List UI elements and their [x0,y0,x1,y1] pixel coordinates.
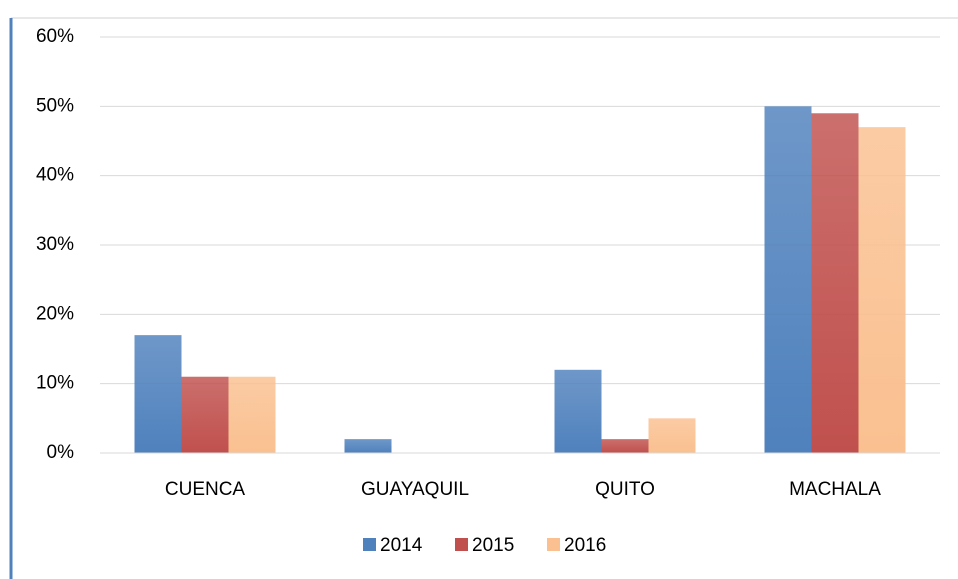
x-tick-label: MACHALA [789,479,881,500]
y-tick-label: 0% [47,442,75,463]
legend-swatch [363,538,376,551]
bar [764,106,812,453]
bar [181,376,229,453]
bar [648,418,696,453]
bar [344,439,392,453]
y-tick-label: 30% [36,234,74,255]
bar [601,439,649,453]
x-tick-label: GUAYAQUIL [361,479,469,500]
legend-label: 2016 [564,535,606,556]
y-tick-label: 40% [36,165,74,186]
y-tick-label: 60% [36,26,74,47]
x-tick-label: QUITO [595,479,655,500]
y-tick-label: 10% [36,373,74,394]
legend-label: 2015 [472,535,514,556]
bar [134,335,182,453]
x-tick-label: CUENCA [165,479,246,500]
y-tick-label: 50% [36,95,74,116]
bar [858,127,906,453]
legend-swatch [455,538,468,551]
y-tick-label: 20% [36,303,74,324]
bar [811,113,859,454]
bar [554,369,602,453]
bar [228,376,276,453]
legend-label: 2014 [380,535,423,556]
legend-swatch [547,538,560,551]
